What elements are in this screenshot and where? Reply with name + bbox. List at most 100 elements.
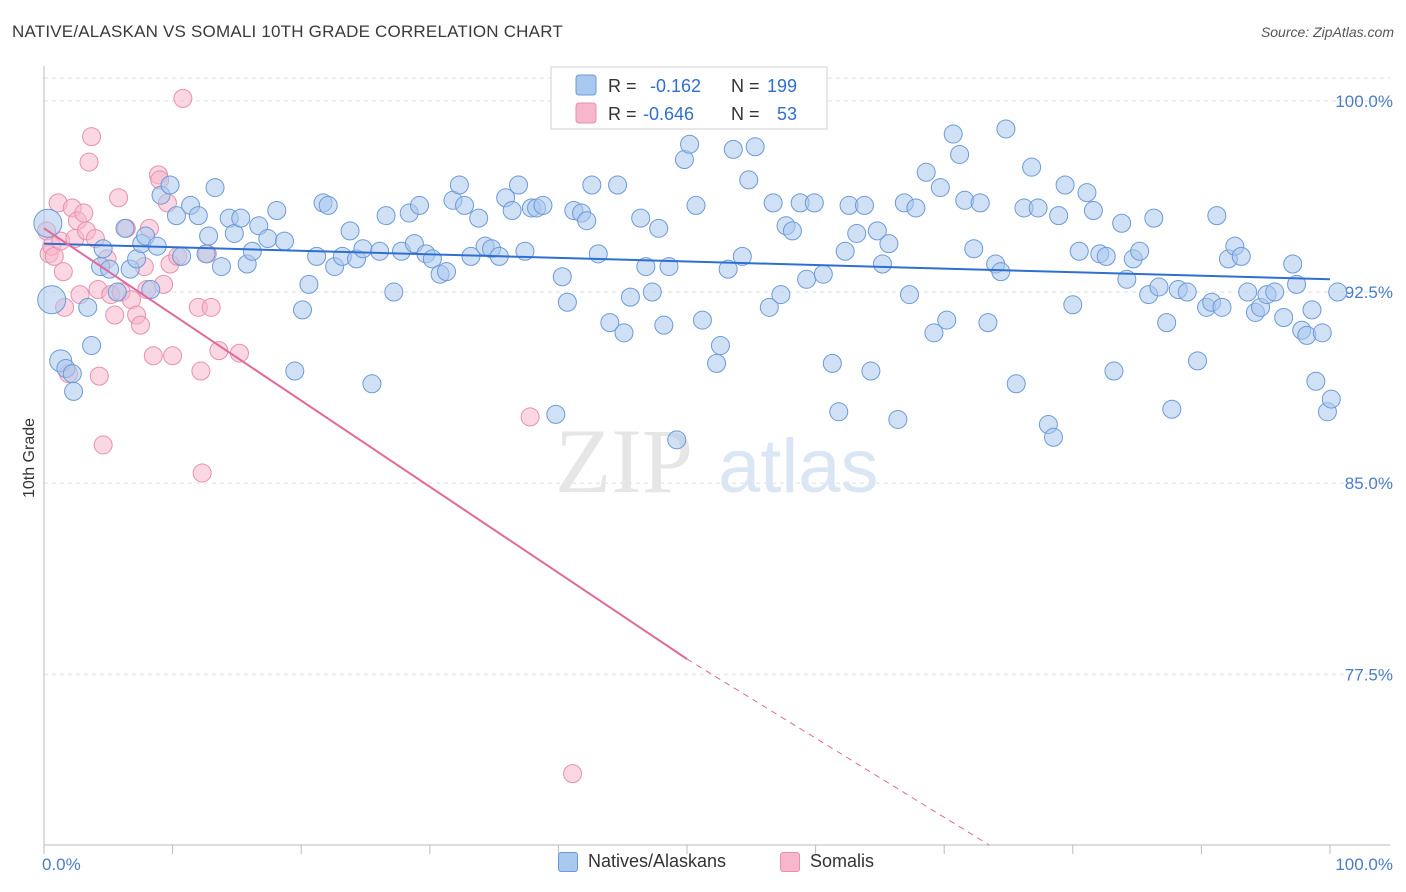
legend-swatch-natives-bottom [558, 851, 578, 872]
natives-point [292, 300, 312, 320]
natives-point [211, 257, 231, 277]
natives-point [620, 287, 640, 307]
natives-point [172, 246, 192, 266]
natives-point [582, 175, 602, 195]
somalis-point [93, 435, 113, 455]
natives-point [78, 297, 98, 317]
x-tick-label-end: 100.0% [1335, 855, 1393, 874]
somalis-trend-extension [686, 658, 990, 846]
natives-point [692, 310, 712, 330]
natives-point [1006, 374, 1026, 394]
natives-point [1265, 282, 1285, 302]
somalis-point [520, 407, 540, 427]
natives-point [1022, 157, 1042, 177]
natives-point [1130, 241, 1150, 261]
natives-trend-line [43, 242, 1331, 281]
natives-points [33, 119, 1348, 450]
natives-point [707, 353, 727, 373]
natives-point [649, 218, 669, 238]
somalis-trend-line [43, 227, 688, 660]
natives-point [1149, 277, 1169, 297]
natives-point [115, 218, 135, 238]
natives-point [813, 264, 833, 284]
natives-point [1096, 246, 1116, 266]
natives-point [991, 262, 1011, 282]
legend-r-label-1: R = [608, 76, 637, 96]
natives-point [667, 430, 687, 450]
natives-point [376, 206, 396, 226]
natives-point [267, 201, 287, 221]
legend-n-value-1: 199 [767, 76, 797, 96]
natives-point [1177, 282, 1197, 302]
natives-point [258, 229, 278, 249]
natives-point [199, 226, 219, 246]
natives-point [763, 193, 783, 213]
natives-point [318, 195, 338, 215]
natives-point [1328, 282, 1348, 302]
natives-point [62, 364, 82, 384]
natives-point [924, 323, 944, 343]
natives-point [242, 241, 262, 261]
natives-point [82, 336, 102, 356]
natives-point [1306, 371, 1326, 391]
natives-point [299, 274, 319, 294]
legend-swatch-somalis [575, 102, 597, 124]
somalis-point [201, 297, 221, 317]
natives-point [557, 292, 577, 312]
legend-r-label-2: R = [608, 104, 637, 124]
natives-point [107, 282, 127, 302]
somalis-point [53, 262, 73, 282]
natives-point [1283, 254, 1303, 274]
natives-point [771, 285, 791, 305]
natives-point [822, 353, 842, 373]
y-tick-label: 100.0% [1335, 92, 1393, 111]
natives-point [509, 175, 529, 195]
natives-point [160, 175, 180, 195]
gridlines [44, 77, 1390, 675]
natives-point [384, 282, 404, 302]
somalis-point [192, 463, 212, 483]
natives-point [1077, 183, 1097, 203]
natives-point [680, 134, 700, 154]
watermark-atlas: atlas [718, 424, 879, 509]
somalis-point [82, 127, 102, 147]
natives-point [710, 336, 730, 356]
natives-point [1302, 300, 1322, 320]
natives-point [100, 259, 120, 279]
natives-point [906, 198, 926, 218]
legend-swatch-somalis-bottom [780, 851, 800, 872]
natives-point [274, 231, 294, 251]
natives-point [1312, 323, 1332, 343]
natives-point [899, 285, 919, 305]
natives-point [455, 195, 475, 215]
natives-point [410, 195, 430, 215]
x-tick-label-start: 0.0% [42, 855, 81, 874]
natives-point [930, 178, 950, 198]
natives-point [686, 195, 706, 215]
natives-point [166, 206, 186, 226]
legend-item-natives: Natives/Alaskans [558, 851, 726, 872]
natives-point [1144, 208, 1164, 228]
natives-point [872, 254, 892, 274]
natives-point [515, 241, 535, 261]
natives-point [732, 246, 752, 266]
natives-point [636, 257, 656, 277]
natives-point [943, 124, 963, 144]
legend-r-value-1: -0.162 [650, 76, 701, 96]
natives-point [718, 259, 738, 279]
chart-title: NATIVE/ALASKAN VS SOMALI 10TH GRADE CORR… [12, 22, 563, 41]
y-tick-label: 85.0% [1345, 474, 1393, 493]
somalis-point [143, 346, 163, 366]
watermark: ZIP atlas [555, 410, 879, 512]
natives-point [996, 119, 1016, 139]
natives-point [93, 239, 113, 259]
somalis-point [130, 315, 150, 335]
natives-point [502, 201, 522, 221]
natives-point [449, 175, 469, 195]
somalis-point [74, 203, 94, 223]
natives-point [1028, 198, 1048, 218]
natives-point [835, 241, 855, 261]
natives-point [608, 175, 628, 195]
natives-point [888, 409, 908, 429]
natives-point [1212, 297, 1232, 317]
